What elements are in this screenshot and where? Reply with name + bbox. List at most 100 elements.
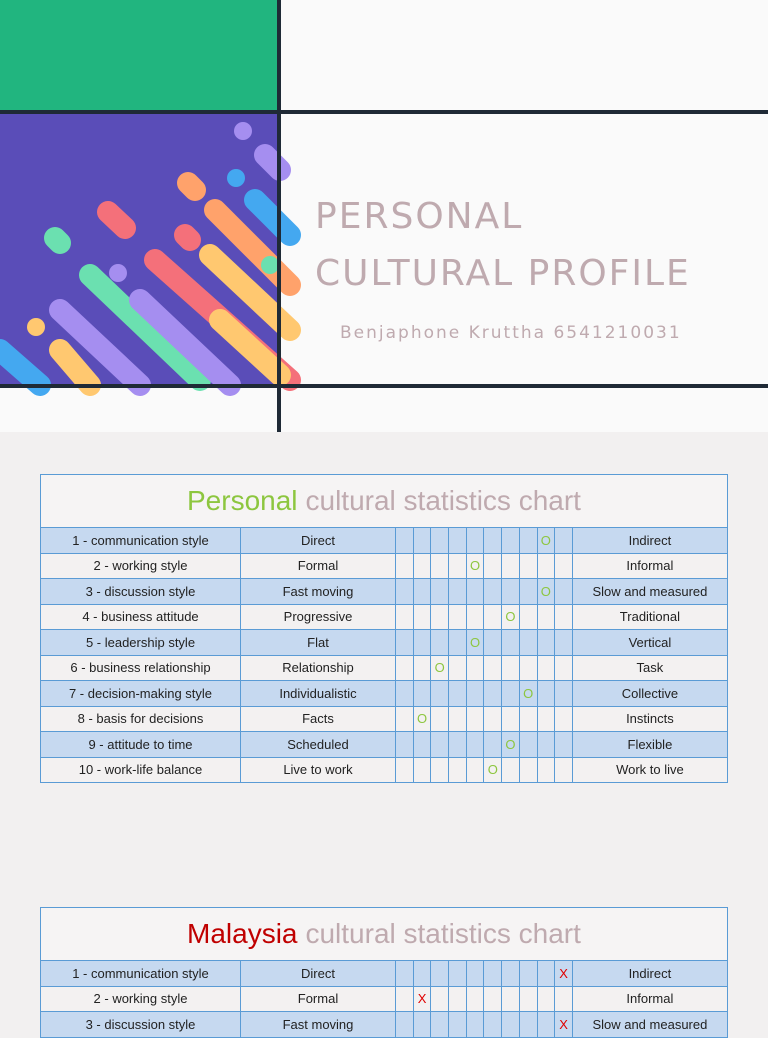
scale-mark: O [470, 558, 481, 574]
right-pole: Slow and measured [571, 578, 728, 605]
scale-cell [412, 731, 432, 758]
scale-cell: O [412, 705, 432, 732]
table-row: 2 - working style Formal X Informal [40, 985, 728, 1012]
scale-cell [501, 1011, 520, 1038]
scale-cell [448, 603, 467, 630]
scale-cell [395, 629, 414, 656]
scale-cell [448, 985, 467, 1012]
table-row: 2 - working style Formal O Informal [40, 552, 728, 579]
scale-cell [518, 1011, 538, 1038]
scale-cell [448, 1011, 467, 1038]
scale-cell [430, 960, 450, 987]
scale-cell [448, 756, 467, 783]
scale-cell [430, 731, 450, 758]
chart-table: Malaysia cultural statistics chart 1 - com… [40, 907, 728, 1038]
scale-cell [412, 578, 432, 605]
scale-cell [465, 680, 485, 707]
right-pole: Vertical [571, 629, 728, 656]
scale-cell [483, 1011, 503, 1038]
right-pole: Indirect [571, 527, 728, 554]
scale-cell [501, 756, 520, 783]
table-row: 1 - communication style Direct X Indirect [40, 960, 728, 987]
scale-cell [501, 552, 520, 579]
dimension-label: 4 - business attitude [40, 603, 241, 630]
scale-cell: O [465, 629, 485, 656]
left-pole: Relationship [240, 654, 396, 681]
table-row: 3 - discussion style Fast moving X Slow and… [40, 1011, 728, 1038]
right-pole: Informal [571, 985, 728, 1012]
dimension-label: 1 - communication style [40, 527, 241, 554]
scale-cell [536, 705, 556, 732]
scale-cell [465, 1011, 485, 1038]
scale-cell [501, 960, 520, 987]
scale-cell [518, 552, 538, 579]
table-title: Personal cultural statistics chart [40, 474, 728, 528]
table-row: 4 - business attitude Progressive O Traditi… [40, 603, 728, 630]
right-pole: Work to live [571, 756, 728, 783]
scale-cell [448, 960, 467, 987]
scale-cell [536, 960, 556, 987]
scale-cell [465, 985, 485, 1012]
scale-cell [448, 731, 467, 758]
dimension-label: 8 - basis for decisions [40, 705, 241, 732]
left-pole: Direct [240, 960, 396, 987]
scale-cell [465, 705, 485, 732]
right-pole: Informal [571, 552, 728, 579]
scale-cell [501, 629, 520, 656]
scale-cell [465, 756, 485, 783]
table-row: 5 - leadership style Flat O Vertical [40, 629, 728, 656]
scale-cell [483, 985, 503, 1012]
scale-cell [448, 705, 467, 732]
right-pole: Collective [571, 680, 728, 707]
dimension-label: 3 - discussion style [40, 1011, 241, 1038]
right-pole: Task [571, 654, 728, 681]
scale-cell [483, 680, 503, 707]
scale-cell: X [412, 985, 432, 1012]
scale-cell [554, 756, 573, 783]
table-title: Malaysia cultural statistics chart [40, 907, 728, 961]
scale-cell [395, 731, 414, 758]
scale-cell [395, 654, 414, 681]
left-pole: Direct [240, 527, 396, 554]
scale-mark: O [434, 660, 445, 676]
scale-cell [536, 1011, 556, 1038]
title-row: Personal cultural statistics chart [40, 474, 728, 528]
scale-cell: O [536, 578, 556, 605]
scale-cell [536, 552, 556, 579]
scale-mark: X [417, 991, 427, 1007]
chart-table: Personal cultural statistics chart 1 - com… [40, 474, 728, 783]
scale-cell [448, 527, 467, 554]
scale-cell [465, 960, 485, 987]
scale-cell [518, 985, 538, 1012]
scale-cell [448, 578, 467, 605]
scale-cell [430, 578, 450, 605]
dimension-label: 10 - work-life balance [40, 756, 241, 783]
scale-cell [518, 654, 538, 681]
scale-mark: O [470, 634, 481, 650]
scale-cell [465, 578, 485, 605]
title-highlight: Personal [187, 485, 298, 516]
scale-cell [430, 680, 450, 707]
scale-cell [395, 680, 414, 707]
left-pole: Flat [240, 629, 396, 656]
right-pole: Instincts [571, 705, 728, 732]
scale-mark: O [416, 711, 428, 727]
title-slide: PERSONAL CULTURAL PROFILE Benjaphone Kru… [0, 0, 768, 432]
scale-cell: O [501, 731, 520, 758]
scale-cell [412, 552, 432, 579]
scale-cell [518, 629, 538, 656]
scale-cell [518, 731, 538, 758]
scale-cell: O [465, 552, 485, 579]
title: CULTURAL PROFILE [315, 253, 691, 294]
scale-cell [554, 985, 573, 1012]
scale-cell [430, 756, 450, 783]
scale-cell [483, 960, 503, 987]
scale-cell [395, 756, 414, 783]
scale-cell [518, 578, 538, 605]
table-row: 10 - work-life balance Live to work O Work … [40, 756, 728, 783]
scale-mark: O [505, 736, 516, 752]
scale-cell [536, 756, 556, 783]
scale-cell [536, 731, 556, 758]
table-row: 7 - decision-making style Individualistic… [40, 680, 728, 707]
